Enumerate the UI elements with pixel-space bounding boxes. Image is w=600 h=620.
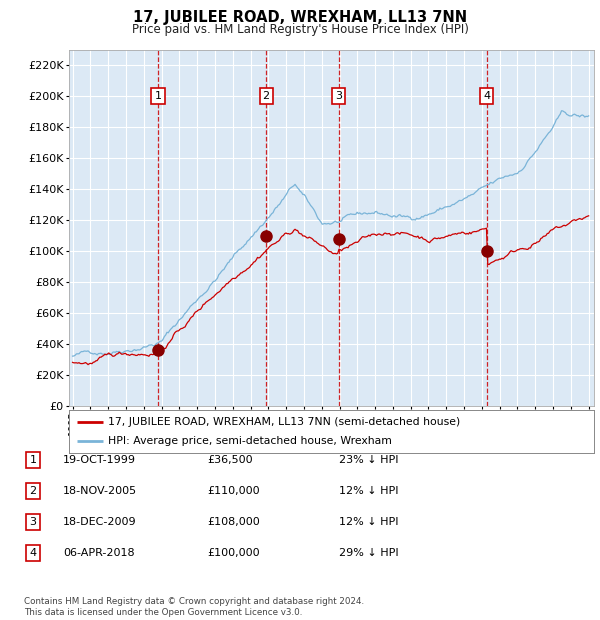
Text: 12% ↓ HPI: 12% ↓ HPI bbox=[339, 486, 398, 496]
Text: 2: 2 bbox=[263, 91, 270, 101]
Text: 29% ↓ HPI: 29% ↓ HPI bbox=[339, 548, 398, 558]
Text: 4: 4 bbox=[29, 548, 37, 558]
Text: Contains HM Land Registry data © Crown copyright and database right 2024.
This d: Contains HM Land Registry data © Crown c… bbox=[24, 598, 364, 617]
Text: HPI: Average price, semi-detached house, Wrexham: HPI: Average price, semi-detached house,… bbox=[109, 436, 392, 446]
Text: 19-OCT-1999: 19-OCT-1999 bbox=[63, 455, 136, 465]
Text: 1: 1 bbox=[154, 91, 161, 101]
Text: £100,000: £100,000 bbox=[207, 548, 260, 558]
Text: 3: 3 bbox=[29, 517, 37, 527]
Text: 2: 2 bbox=[29, 486, 37, 496]
Text: 23% ↓ HPI: 23% ↓ HPI bbox=[339, 455, 398, 465]
Text: 12% ↓ HPI: 12% ↓ HPI bbox=[339, 517, 398, 527]
Text: 4: 4 bbox=[483, 91, 490, 101]
Text: 1: 1 bbox=[29, 455, 37, 465]
Text: £108,000: £108,000 bbox=[207, 517, 260, 527]
Text: 06-APR-2018: 06-APR-2018 bbox=[63, 548, 134, 558]
Text: 18-DEC-2009: 18-DEC-2009 bbox=[63, 517, 137, 527]
Text: £110,000: £110,000 bbox=[207, 486, 260, 496]
Text: Price paid vs. HM Land Registry's House Price Index (HPI): Price paid vs. HM Land Registry's House … bbox=[131, 23, 469, 36]
Text: 18-NOV-2005: 18-NOV-2005 bbox=[63, 486, 137, 496]
Text: 17, JUBILEE ROAD, WREXHAM, LL13 7NN: 17, JUBILEE ROAD, WREXHAM, LL13 7NN bbox=[133, 10, 467, 25]
Text: 17, JUBILEE ROAD, WREXHAM, LL13 7NN (semi-detached house): 17, JUBILEE ROAD, WREXHAM, LL13 7NN (sem… bbox=[109, 417, 461, 427]
Text: £36,500: £36,500 bbox=[207, 455, 253, 465]
Text: 3: 3 bbox=[335, 91, 342, 101]
